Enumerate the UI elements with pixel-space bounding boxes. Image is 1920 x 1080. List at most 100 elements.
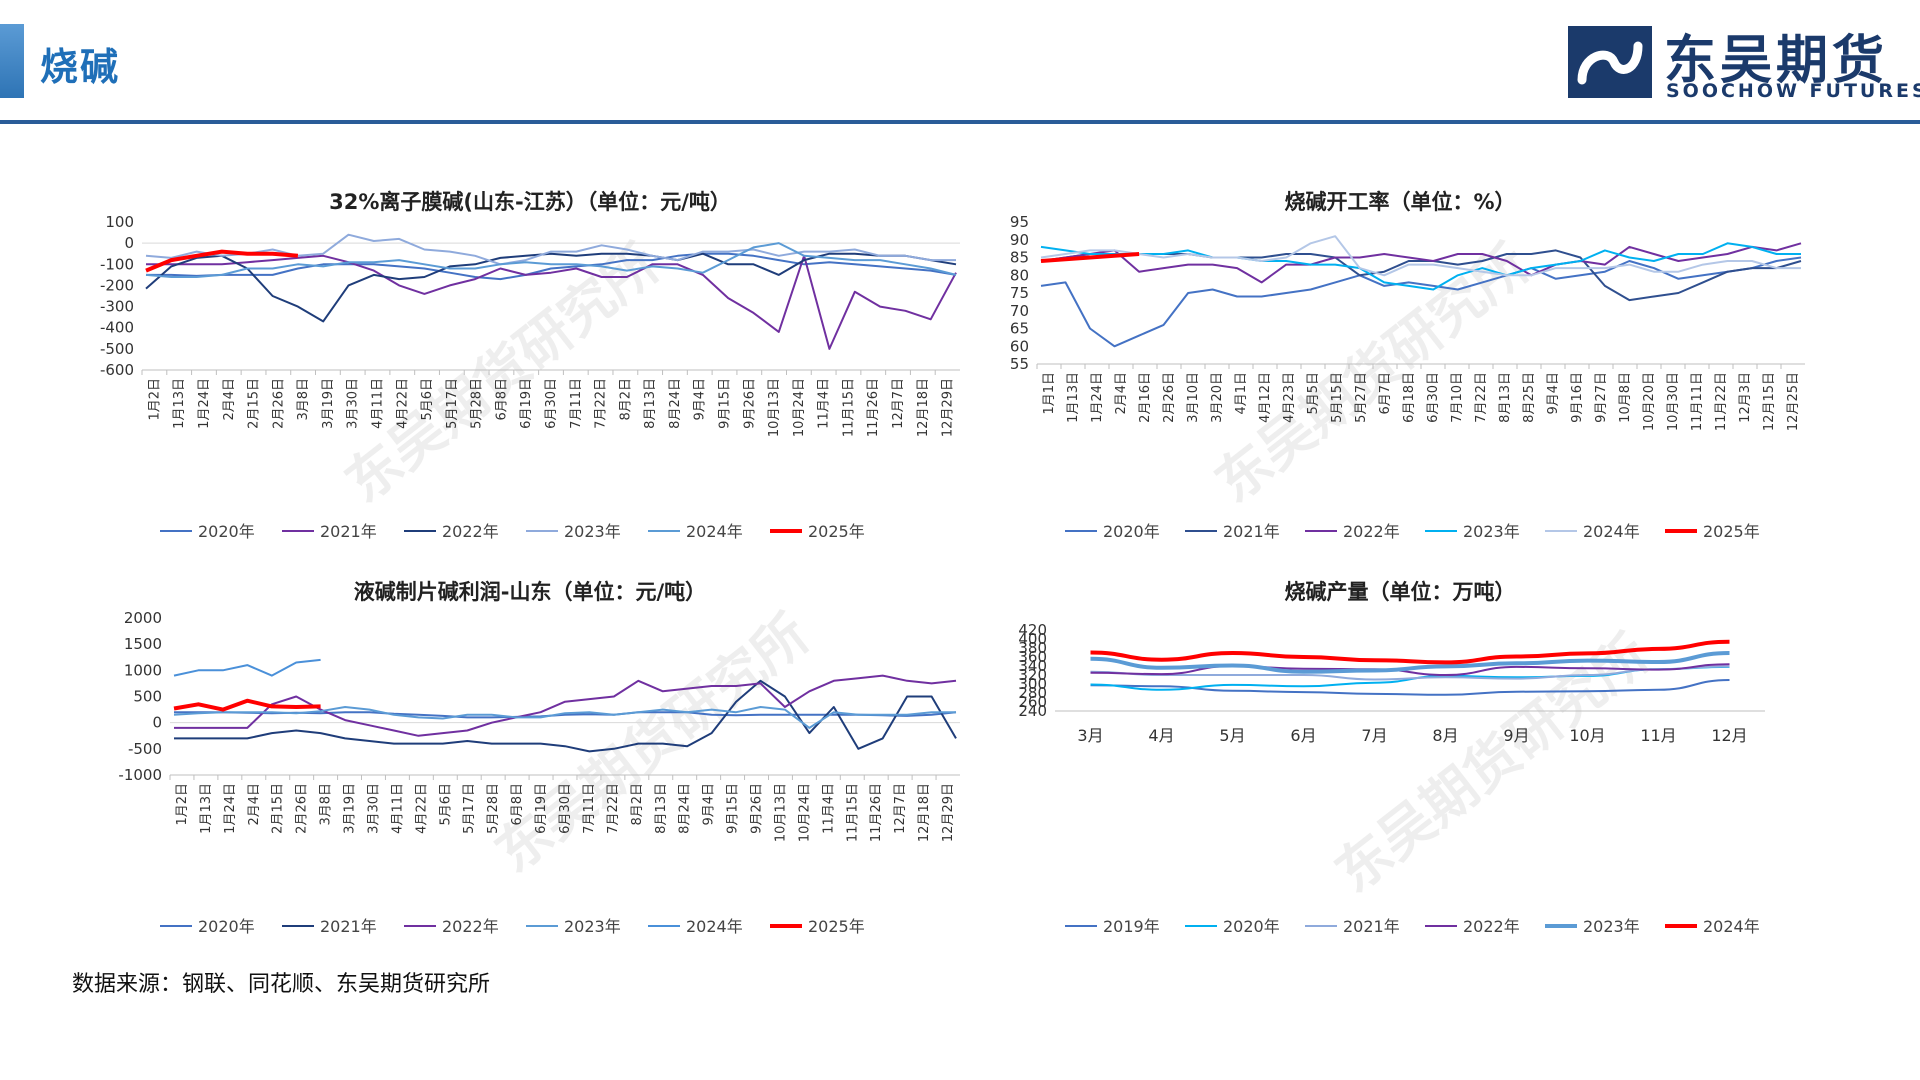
logo-chinese-name: 东吴期货 bbox=[1664, 31, 1889, 91]
x-tick-label: 1月2日 bbox=[147, 378, 162, 421]
legend-label: 2023年 bbox=[564, 917, 621, 936]
x-tick-label: 6月7日 bbox=[1378, 372, 1393, 415]
series-line-2024 bbox=[145, 242, 957, 278]
x-tick-label: 5月28日 bbox=[470, 378, 485, 429]
series-line-2021 bbox=[1040, 249, 1802, 302]
x-tick-label: 11月26日 bbox=[869, 783, 884, 842]
x-tick-label: 10月24日 bbox=[797, 783, 812, 842]
legend-label: 2021年 bbox=[320, 917, 377, 936]
chart-title: 烧碱开工率（单位：%） bbox=[1284, 190, 1516, 214]
series-line-2024 bbox=[1040, 235, 1801, 277]
x-tick-label: 9月27日 bbox=[1594, 372, 1609, 423]
y-tick-label: 300 bbox=[1018, 675, 1047, 693]
x-tick-label: 9月26日 bbox=[750, 783, 765, 834]
legend-label: 2024年 bbox=[1583, 522, 1640, 541]
x-tick-label: 11月4日 bbox=[817, 378, 832, 429]
x-tick-label: 11月11日 bbox=[1690, 372, 1705, 431]
legend-label: 2024年 bbox=[686, 522, 743, 541]
x-tick-label: 8月24日 bbox=[668, 378, 683, 429]
x-tick-label: 4月12日 bbox=[1258, 372, 1273, 423]
legend-label: 2022年 bbox=[1463, 917, 1520, 936]
x-tick-label: 5月15日 bbox=[1330, 372, 1345, 423]
legend-label: 2023年 bbox=[1583, 917, 1640, 936]
x-tick-label: 12月7日 bbox=[891, 378, 906, 429]
chart-plot: 2000 1500 1000 500 0 -500 -1000 1月2日 1月13日 1月24日 2… bbox=[118, 609, 960, 936]
y-tick-label: 380 bbox=[1018, 639, 1047, 657]
x-tick-label: 10月13日 bbox=[767, 378, 782, 437]
legend-label: 2021年 bbox=[1223, 522, 1280, 541]
y-tick-label: -500 bbox=[100, 340, 134, 358]
y-tick-label: 100 bbox=[105, 213, 134, 231]
x-tick-label: 2月15日 bbox=[247, 378, 262, 429]
series-line-2022 bbox=[1090, 663, 1730, 676]
y-tick-label: 55 bbox=[1010, 355, 1029, 373]
legend-label: 2023年 bbox=[1463, 522, 1520, 541]
x-tick-label: 5月27日 bbox=[1354, 372, 1369, 423]
logo-english-name: SOOCHOW FUTURES bbox=[1666, 80, 1920, 102]
x-tick-label: 1月13日 bbox=[172, 378, 187, 429]
series-line-2023 bbox=[1040, 242, 1801, 291]
x-tick-label: 12月3日 bbox=[1738, 372, 1753, 423]
x-tick-label: 8月13日 bbox=[654, 783, 669, 834]
chart-operating-rate: 烧碱开工率（单位：%） 95 90 85 80 75 70 65 60 55 1月1日 1月13日 1… bbox=[975, 180, 1825, 560]
header-divider bbox=[0, 120, 1920, 124]
y-tick-label: 90 bbox=[1010, 231, 1029, 249]
chart-production: 烧碱产量（单位：万吨） 420 400 380 360 340 320 300 280 260 2… bbox=[975, 570, 1825, 955]
x-tick-label: 9月4日 bbox=[1546, 372, 1561, 415]
series-line-2022 bbox=[1040, 242, 1802, 284]
x-tick-label: 7月22日 bbox=[594, 378, 609, 429]
x-tick-label: 3月 bbox=[1077, 726, 1103, 745]
legend-label: 2022年 bbox=[1343, 522, 1400, 541]
x-tick-label: 9月26日 bbox=[742, 378, 757, 429]
series-line-2023 bbox=[173, 706, 956, 729]
y-tick-label: 65 bbox=[1010, 320, 1029, 338]
x-tick-label: 3月20日 bbox=[1210, 372, 1225, 423]
x-tick-label: 10月13日 bbox=[773, 783, 788, 842]
x-tick-label: 2月26日 bbox=[1162, 372, 1177, 423]
x-tick-label: 9月4日 bbox=[702, 783, 717, 826]
x-tick-label: 8月13日 bbox=[1498, 372, 1513, 423]
series-line-2025 bbox=[145, 249, 299, 273]
y-tick-label: 95 bbox=[1010, 213, 1029, 231]
x-tick-label: 7月22日 bbox=[1474, 372, 1489, 423]
x-tick-label: 4月1日 bbox=[1234, 372, 1249, 415]
x-tick-label: 2月26日 bbox=[295, 783, 310, 834]
page-header: 烧碱 东吴期货 SOOCHOW FUTURES bbox=[0, 0, 1920, 128]
x-tick-label: 4月22日 bbox=[414, 783, 429, 834]
x-tick-label: 2月4日 bbox=[247, 783, 262, 826]
series-line-2024 bbox=[1090, 639, 1730, 665]
y-tick-label: 85 bbox=[1010, 249, 1029, 267]
series-line-2024 bbox=[173, 658, 321, 677]
x-tick-label: 1月2日 bbox=[175, 783, 190, 826]
x-tick-label: 3月19日 bbox=[343, 783, 358, 834]
y-tick-label: -200 bbox=[100, 276, 134, 294]
y-tick-label: -100 bbox=[100, 255, 134, 273]
legend-label: 2020年 bbox=[198, 917, 255, 936]
x-tick-label: 7月10日 bbox=[1450, 372, 1465, 423]
x-tick-label: 6月 bbox=[1290, 726, 1316, 745]
x-tick-label: 4月11日 bbox=[370, 378, 385, 429]
x-tick-label: 5月28日 bbox=[486, 783, 501, 834]
chart-title: 烧碱产量（单位：万吨） bbox=[1284, 580, 1516, 604]
x-tick-label: 6月18日 bbox=[1402, 372, 1417, 423]
y-tick-label: 2000 bbox=[124, 609, 162, 627]
x-tick-label: 5月6日 bbox=[438, 783, 453, 826]
x-tick-label: 3月10日 bbox=[1186, 372, 1201, 423]
series-line-2019 bbox=[1090, 679, 1730, 696]
x-tick-label: 11月15日 bbox=[841, 378, 856, 437]
y-tick-label: -1000 bbox=[118, 766, 162, 784]
legend-label: 2021年 bbox=[320, 522, 377, 541]
x-tick-label: 2月4日 bbox=[1114, 372, 1129, 415]
data-source-note: 数据来源：钢联、同花顺、东吴期货研究所 bbox=[72, 972, 491, 997]
series-line-2021 bbox=[146, 254, 957, 350]
series-line-2023 bbox=[145, 233, 956, 266]
x-tick-label: 11月4日 bbox=[821, 783, 836, 834]
x-tick-label: 10月8日 bbox=[1618, 372, 1633, 423]
legend-label: 2025年 bbox=[1703, 522, 1760, 541]
y-tick-label: 400 bbox=[1018, 630, 1047, 648]
y-tick-label: 1000 bbox=[124, 661, 162, 679]
y-tick-label: 260 bbox=[1018, 693, 1047, 711]
x-tick-label: 7月11日 bbox=[582, 783, 597, 834]
